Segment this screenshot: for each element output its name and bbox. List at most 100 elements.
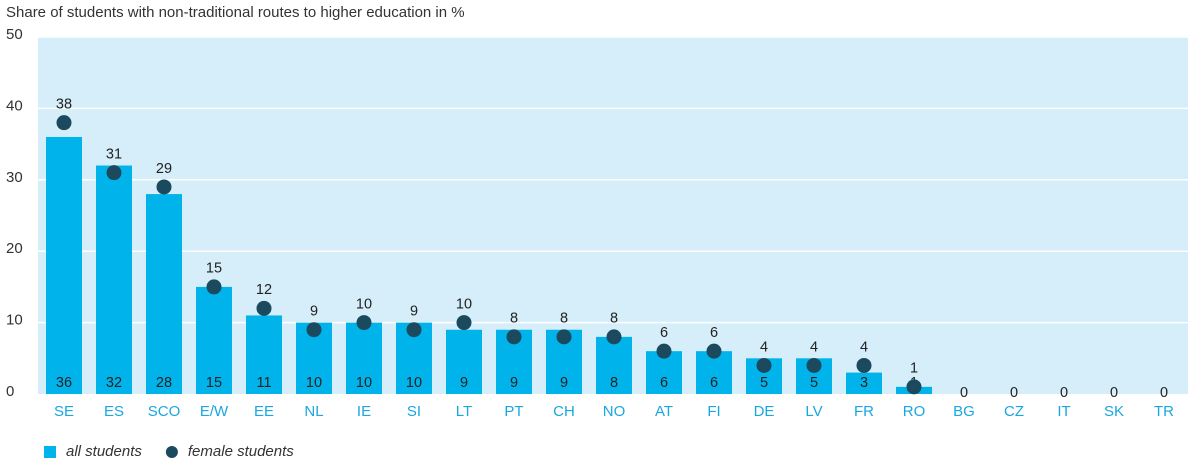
legend-swatch bbox=[44, 446, 56, 458]
y-tick-label: 0 bbox=[6, 383, 14, 400]
bar bbox=[96, 165, 132, 394]
female-dot bbox=[556, 329, 572, 345]
x-tick-label: LV bbox=[805, 403, 822, 420]
x-tick-label: IE bbox=[357, 403, 371, 420]
bar bbox=[46, 136, 82, 394]
dot-label: 31 bbox=[106, 146, 122, 162]
x-tick-label: SCO bbox=[148, 403, 181, 420]
bar-label: 0 bbox=[1160, 385, 1168, 401]
bar-label: 9 bbox=[460, 375, 468, 391]
y-tick-label: 20 bbox=[6, 240, 23, 257]
female-dot bbox=[106, 165, 122, 181]
x-tick-label: AT bbox=[655, 403, 673, 420]
x-tick-label: E/W bbox=[200, 403, 229, 420]
bar-label: 9 bbox=[510, 375, 518, 391]
dot-label: 15 bbox=[206, 261, 222, 277]
bar bbox=[346, 322, 382, 394]
dot-label: 9 bbox=[310, 304, 318, 320]
female-dot bbox=[306, 322, 322, 338]
x-tick-label: SI bbox=[407, 403, 421, 420]
x-tick-label: SK bbox=[1104, 403, 1124, 420]
bar bbox=[596, 336, 632, 394]
dot-label: 1 bbox=[910, 361, 918, 377]
x-tick-label: PT bbox=[504, 403, 523, 420]
female-dot bbox=[256, 300, 272, 316]
legend-label: female students bbox=[188, 443, 294, 460]
dot-label: 6 bbox=[710, 325, 718, 341]
bar bbox=[846, 372, 882, 394]
female-dot bbox=[756, 357, 772, 373]
y-tick-label: 40 bbox=[6, 97, 23, 114]
bar bbox=[246, 315, 282, 394]
female-dot bbox=[856, 357, 872, 373]
female-dot bbox=[806, 357, 822, 373]
x-tick-label: NL bbox=[304, 403, 323, 420]
bar-label: 0 bbox=[1110, 385, 1118, 401]
female-dot bbox=[356, 315, 372, 331]
bar-label: 0 bbox=[960, 385, 968, 401]
female-dot bbox=[206, 279, 222, 295]
female-dot bbox=[56, 115, 72, 131]
female-dot bbox=[406, 322, 422, 338]
bar-label: 0 bbox=[1010, 385, 1018, 401]
dot-label: 29 bbox=[156, 161, 172, 177]
dot-label: 4 bbox=[860, 339, 868, 355]
female-dot bbox=[456, 315, 472, 331]
bar-label: 32 bbox=[106, 375, 122, 391]
x-tick-label: CH bbox=[553, 403, 575, 420]
x-tick-label: EE bbox=[254, 403, 274, 420]
dot-label: 9 bbox=[410, 304, 418, 320]
x-tick-label: TR bbox=[1154, 403, 1174, 420]
bar-label: 5 bbox=[760, 375, 768, 391]
bar-label: 15 bbox=[206, 375, 222, 391]
dot-label: 8 bbox=[560, 311, 568, 327]
bar bbox=[146, 194, 182, 394]
y-tick-label: 50 bbox=[6, 26, 23, 43]
x-tick-label: ES bbox=[104, 403, 124, 420]
female-dot bbox=[506, 329, 522, 345]
x-tick-label: CZ bbox=[1004, 403, 1024, 420]
x-tick-label: BG bbox=[953, 403, 975, 420]
x-tick-label: LT bbox=[456, 403, 472, 420]
bar-label: 11 bbox=[256, 375, 271, 391]
bar-label: 6 bbox=[660, 375, 668, 391]
dot-label: 4 bbox=[810, 339, 818, 355]
bar-label: 6 bbox=[710, 375, 718, 391]
dot-label: 6 bbox=[660, 325, 668, 341]
chart-title: Share of students with non-traditional r… bbox=[6, 4, 465, 21]
bar-label: 10 bbox=[306, 375, 322, 391]
legend-label: all students bbox=[66, 443, 142, 460]
dot-label: 10 bbox=[456, 296, 472, 312]
bar-label: 8 bbox=[610, 375, 618, 391]
x-tick-label: IT bbox=[1057, 403, 1070, 420]
bar-label: 3 bbox=[860, 375, 868, 391]
dot-label: 4 bbox=[760, 339, 768, 355]
legend-swatch bbox=[165, 446, 178, 458]
bar-label: 9 bbox=[560, 375, 568, 391]
female-dot bbox=[606, 329, 622, 345]
bar-label: 10 bbox=[356, 375, 372, 391]
female-dot bbox=[156, 179, 172, 195]
x-tick-label: SE bbox=[54, 403, 74, 420]
x-tick-label: FR bbox=[854, 403, 874, 420]
bar bbox=[446, 329, 482, 394]
x-tick-label: NO bbox=[603, 403, 626, 420]
x-tick-label: FI bbox=[707, 403, 720, 420]
bar-label: 36 bbox=[56, 375, 72, 391]
dot-label: 8 bbox=[510, 311, 518, 327]
dot-label: 10 bbox=[356, 296, 372, 312]
bar-label: 10 bbox=[406, 375, 422, 391]
y-tick-label: 30 bbox=[6, 169, 23, 186]
female-dot bbox=[706, 343, 722, 359]
y-tick-label: 10 bbox=[6, 312, 23, 329]
bar-label: 0 bbox=[1060, 385, 1068, 401]
dot-label: 12 bbox=[256, 282, 272, 298]
bar-label: 5 bbox=[810, 375, 818, 391]
dot-label: 8 bbox=[610, 311, 618, 327]
female-dot bbox=[906, 379, 922, 395]
bar bbox=[196, 286, 232, 394]
dot-label: 38 bbox=[56, 97, 72, 113]
x-tick-label: DE bbox=[754, 403, 775, 420]
female-dot bbox=[656, 343, 672, 359]
